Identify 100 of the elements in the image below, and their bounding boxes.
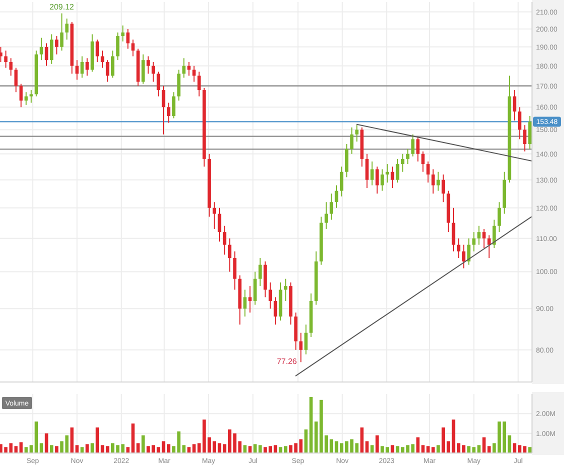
candlestick <box>187 61 191 76</box>
candlestick <box>162 85 166 135</box>
candlestick <box>400 153 404 172</box>
bar <box>416 437 420 453</box>
bar <box>50 445 54 453</box>
candlestick <box>248 286 252 314</box>
candlestick <box>80 56 84 78</box>
bar <box>86 444 89 453</box>
bar <box>432 447 435 453</box>
candlestick <box>268 282 272 310</box>
candlestick <box>467 238 470 266</box>
bar <box>284 446 288 453</box>
candlestick <box>421 150 425 172</box>
bar <box>96 427 100 453</box>
candlestick <box>528 115 532 150</box>
candlestick <box>330 193 334 220</box>
candlestick <box>498 202 501 233</box>
candlestick <box>30 90 33 104</box>
candlestick <box>436 171 440 192</box>
candlestick <box>121 24 124 42</box>
candlestick <box>487 234 491 259</box>
candlestick <box>406 148 410 165</box>
candlestick <box>462 244 466 269</box>
candlestick <box>222 225 226 256</box>
candlestick <box>166 102 170 124</box>
candlestick <box>365 153 369 189</box>
candlestick <box>96 39 100 62</box>
candlestick <box>380 168 384 192</box>
bar <box>442 427 445 453</box>
candlestick <box>482 228 486 249</box>
annotation: 77.26 <box>276 357 298 366</box>
candlestick <box>233 250 236 290</box>
candlestick <box>386 164 390 184</box>
candlestick <box>512 90 516 122</box>
candlestick <box>452 207 456 252</box>
candlestick <box>345 144 348 178</box>
candlestick <box>304 324 308 355</box>
candlestick <box>86 58 89 76</box>
candlestick <box>416 136 420 162</box>
candlestick <box>523 124 526 152</box>
bar <box>80 447 84 453</box>
candlestick <box>253 271 257 306</box>
bar <box>309 396 313 453</box>
candlestick <box>156 71 160 97</box>
candlestick <box>376 166 379 194</box>
bar <box>90 443 94 453</box>
candlestick <box>212 202 216 230</box>
candlestick <box>518 106 522 140</box>
bar <box>436 445 440 453</box>
annotation: 209.12 <box>50 2 75 12</box>
candlestick <box>110 50 114 78</box>
candlestick <box>340 166 344 197</box>
bar <box>166 444 170 453</box>
candlestick <box>44 42 48 66</box>
bar <box>528 447 532 453</box>
candlestick <box>355 124 358 142</box>
candlestick <box>411 134 414 157</box>
candlestick <box>432 168 435 194</box>
candlestick <box>152 61 156 82</box>
candlestick <box>0 46 2 62</box>
candlestick <box>142 54 145 84</box>
bar <box>376 435 379 453</box>
candlestick <box>299 332 303 363</box>
candlestick <box>228 238 232 272</box>
candlestick <box>177 69 180 102</box>
candlestick <box>472 232 476 252</box>
candlestick <box>350 126 354 154</box>
bar <box>142 435 145 453</box>
bar <box>487 446 491 453</box>
candlestick <box>116 32 120 61</box>
candlestick <box>284 278 288 302</box>
candlestick <box>172 92 176 119</box>
candlestick <box>126 28 130 50</box>
candlestick <box>50 34 54 64</box>
candlestick <box>324 202 328 230</box>
bar <box>462 445 466 453</box>
candlestick <box>477 225 481 246</box>
candlestick <box>65 18 69 40</box>
candlestick <box>426 160 430 184</box>
candlestick <box>258 258 262 287</box>
bar <box>55 446 58 453</box>
candlestick <box>60 12 64 52</box>
candlestick <box>442 174 445 203</box>
candlestick <box>456 238 460 259</box>
candlestick <box>24 92 28 106</box>
candlestick <box>55 36 58 55</box>
candlestick <box>4 50 8 68</box>
candlestick <box>390 166 394 189</box>
candlestick <box>9 58 13 76</box>
candlestick <box>14 67 18 93</box>
candlestick <box>370 160 374 186</box>
candlestick <box>146 56 150 74</box>
candlestick <box>274 296 278 326</box>
bar <box>370 445 374 453</box>
candlestick <box>396 158 400 184</box>
candlestick <box>197 71 201 97</box>
bar <box>452 420 456 453</box>
candlestick <box>492 219 496 249</box>
candlestick <box>243 289 247 318</box>
candlestick <box>40 37 44 61</box>
